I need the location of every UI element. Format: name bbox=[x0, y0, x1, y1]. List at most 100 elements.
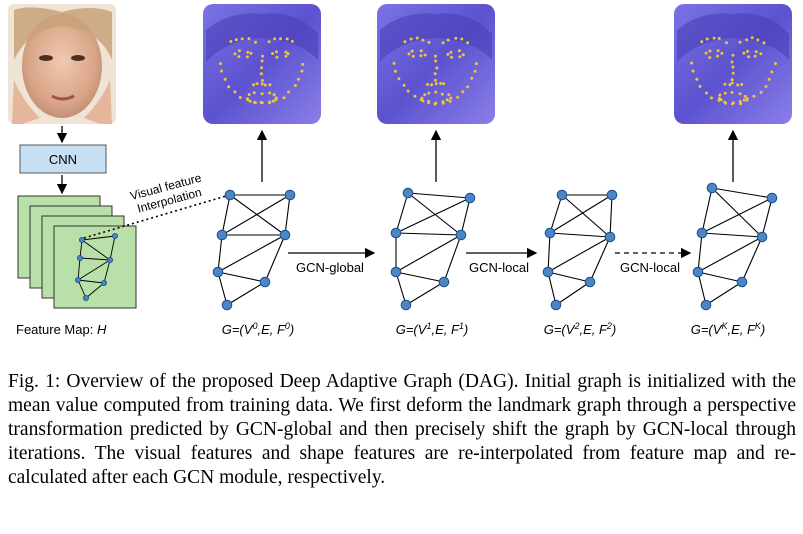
landmark-dot bbox=[445, 98, 449, 102]
landmark-dot bbox=[712, 36, 716, 40]
dag-overview-diagram: CNN Feature Map: H Visual feature Interp… bbox=[8, 4, 792, 337]
landmark-dot bbox=[433, 72, 437, 76]
graph-edge bbox=[711, 187, 773, 199]
landmark-dot bbox=[300, 69, 304, 73]
landmark-dot bbox=[723, 82, 727, 86]
landmark-dot bbox=[449, 96, 453, 100]
landmark-dot bbox=[435, 66, 439, 70]
landmark-dot bbox=[240, 37, 244, 41]
graph-edge bbox=[460, 197, 471, 236]
landmark-dot bbox=[423, 53, 427, 57]
landmark-dot bbox=[747, 55, 751, 59]
landmark-dot bbox=[740, 83, 744, 86]
graph-node bbox=[706, 182, 718, 194]
landmark-dot bbox=[460, 37, 464, 41]
landmark-dot bbox=[227, 85, 231, 89]
graph-node bbox=[604, 231, 616, 243]
landmark-dot bbox=[284, 54, 288, 58]
graph-edge bbox=[395, 271, 445, 283]
landmark-dot bbox=[238, 49, 241, 53]
graph-node bbox=[212, 266, 224, 278]
landmark-dot bbox=[286, 52, 290, 56]
landmark-dot bbox=[759, 90, 763, 94]
graph-edge bbox=[407, 192, 462, 236]
landmark-dot bbox=[259, 100, 263, 104]
graph-edge bbox=[547, 271, 557, 306]
landmark-dot bbox=[421, 38, 425, 42]
feature-map-stack bbox=[17, 195, 137, 309]
landmark-dot bbox=[234, 38, 238, 42]
landmark-dot bbox=[708, 56, 712, 60]
landmark-dot bbox=[252, 83, 255, 87]
landmark-dot bbox=[260, 82, 264, 86]
landmark-dot bbox=[441, 100, 445, 104]
landmark-dot bbox=[275, 55, 279, 59]
landmark-dot bbox=[426, 83, 429, 86]
landmark-dot bbox=[246, 50, 250, 54]
graph-edge bbox=[589, 236, 611, 283]
landmark-dot bbox=[409, 37, 413, 41]
graph-edge bbox=[229, 194, 286, 236]
graph-edge bbox=[549, 232, 611, 238]
landmark-dot bbox=[392, 61, 396, 65]
landmark-dot bbox=[750, 36, 754, 40]
graph-edge bbox=[395, 232, 462, 236]
landmark-dot bbox=[753, 54, 757, 58]
landmark-dot bbox=[440, 92, 444, 96]
landmark-dot bbox=[274, 96, 278, 100]
landmark-dot bbox=[736, 83, 740, 87]
graph-edge bbox=[547, 232, 551, 273]
landmark-dot bbox=[456, 95, 460, 99]
landmark-dot bbox=[423, 93, 427, 97]
landmark-dot bbox=[238, 96, 242, 99]
landmark-dot bbox=[730, 91, 734, 94]
svg-text:GCN-local: GCN-local bbox=[469, 260, 529, 275]
landmark-dot bbox=[720, 51, 724, 55]
landmark-dot bbox=[759, 52, 763, 56]
landmark-dot bbox=[402, 83, 406, 87]
landmark-dot bbox=[421, 99, 425, 103]
interpolation-label: Visual feature Interpolation bbox=[129, 171, 204, 216]
landmark-dot bbox=[708, 49, 712, 53]
landmark-dot bbox=[415, 36, 419, 40]
landmark-dot bbox=[752, 94, 756, 98]
landmark-dot bbox=[728, 83, 732, 87]
landmark-dot bbox=[745, 38, 749, 42]
graph-node bbox=[766, 192, 778, 204]
landmark-dot bbox=[475, 62, 478, 66]
graph-node bbox=[550, 299, 562, 311]
landmark-dot bbox=[247, 37, 251, 41]
landmark-dot bbox=[268, 91, 272, 95]
graph-label-2: G=(V2,E, F2) bbox=[544, 321, 617, 337]
graph-node bbox=[544, 227, 556, 239]
landmark-dot bbox=[723, 91, 727, 95]
landmark-dot bbox=[716, 49, 720, 53]
landmark-dot bbox=[743, 94, 747, 98]
landmark-graph-0 bbox=[212, 189, 296, 311]
landmark-dot bbox=[754, 50, 758, 54]
landmark-dot bbox=[731, 53, 735, 57]
landmark-dot bbox=[731, 71, 735, 75]
landmark-dot bbox=[441, 41, 445, 45]
landmark-dot bbox=[393, 69, 397, 73]
landmark-dot bbox=[259, 72, 263, 76]
landmark-dot bbox=[457, 49, 461, 53]
landmark-dot bbox=[427, 40, 431, 44]
graph-node bbox=[696, 227, 708, 239]
graph-label-1: G=(V1,E, F1) bbox=[396, 321, 469, 337]
graph-node bbox=[584, 276, 596, 288]
landmark-dot bbox=[248, 99, 252, 103]
landmark-dot bbox=[718, 93, 722, 97]
landmark-dot bbox=[220, 69, 223, 73]
graph-edge bbox=[561, 194, 611, 238]
graph-edge bbox=[701, 187, 713, 234]
landmark-dot bbox=[271, 52, 274, 55]
graph-edge bbox=[395, 197, 471, 234]
landmark-dot bbox=[773, 62, 777, 66]
landmark-dot bbox=[746, 49, 749, 53]
landmark-dot bbox=[410, 49, 414, 53]
landmark-dot bbox=[284, 50, 288, 54]
landmark-dot bbox=[698, 84, 702, 88]
feature-map-graph bbox=[77, 235, 116, 299]
landmark-dot bbox=[255, 82, 259, 86]
